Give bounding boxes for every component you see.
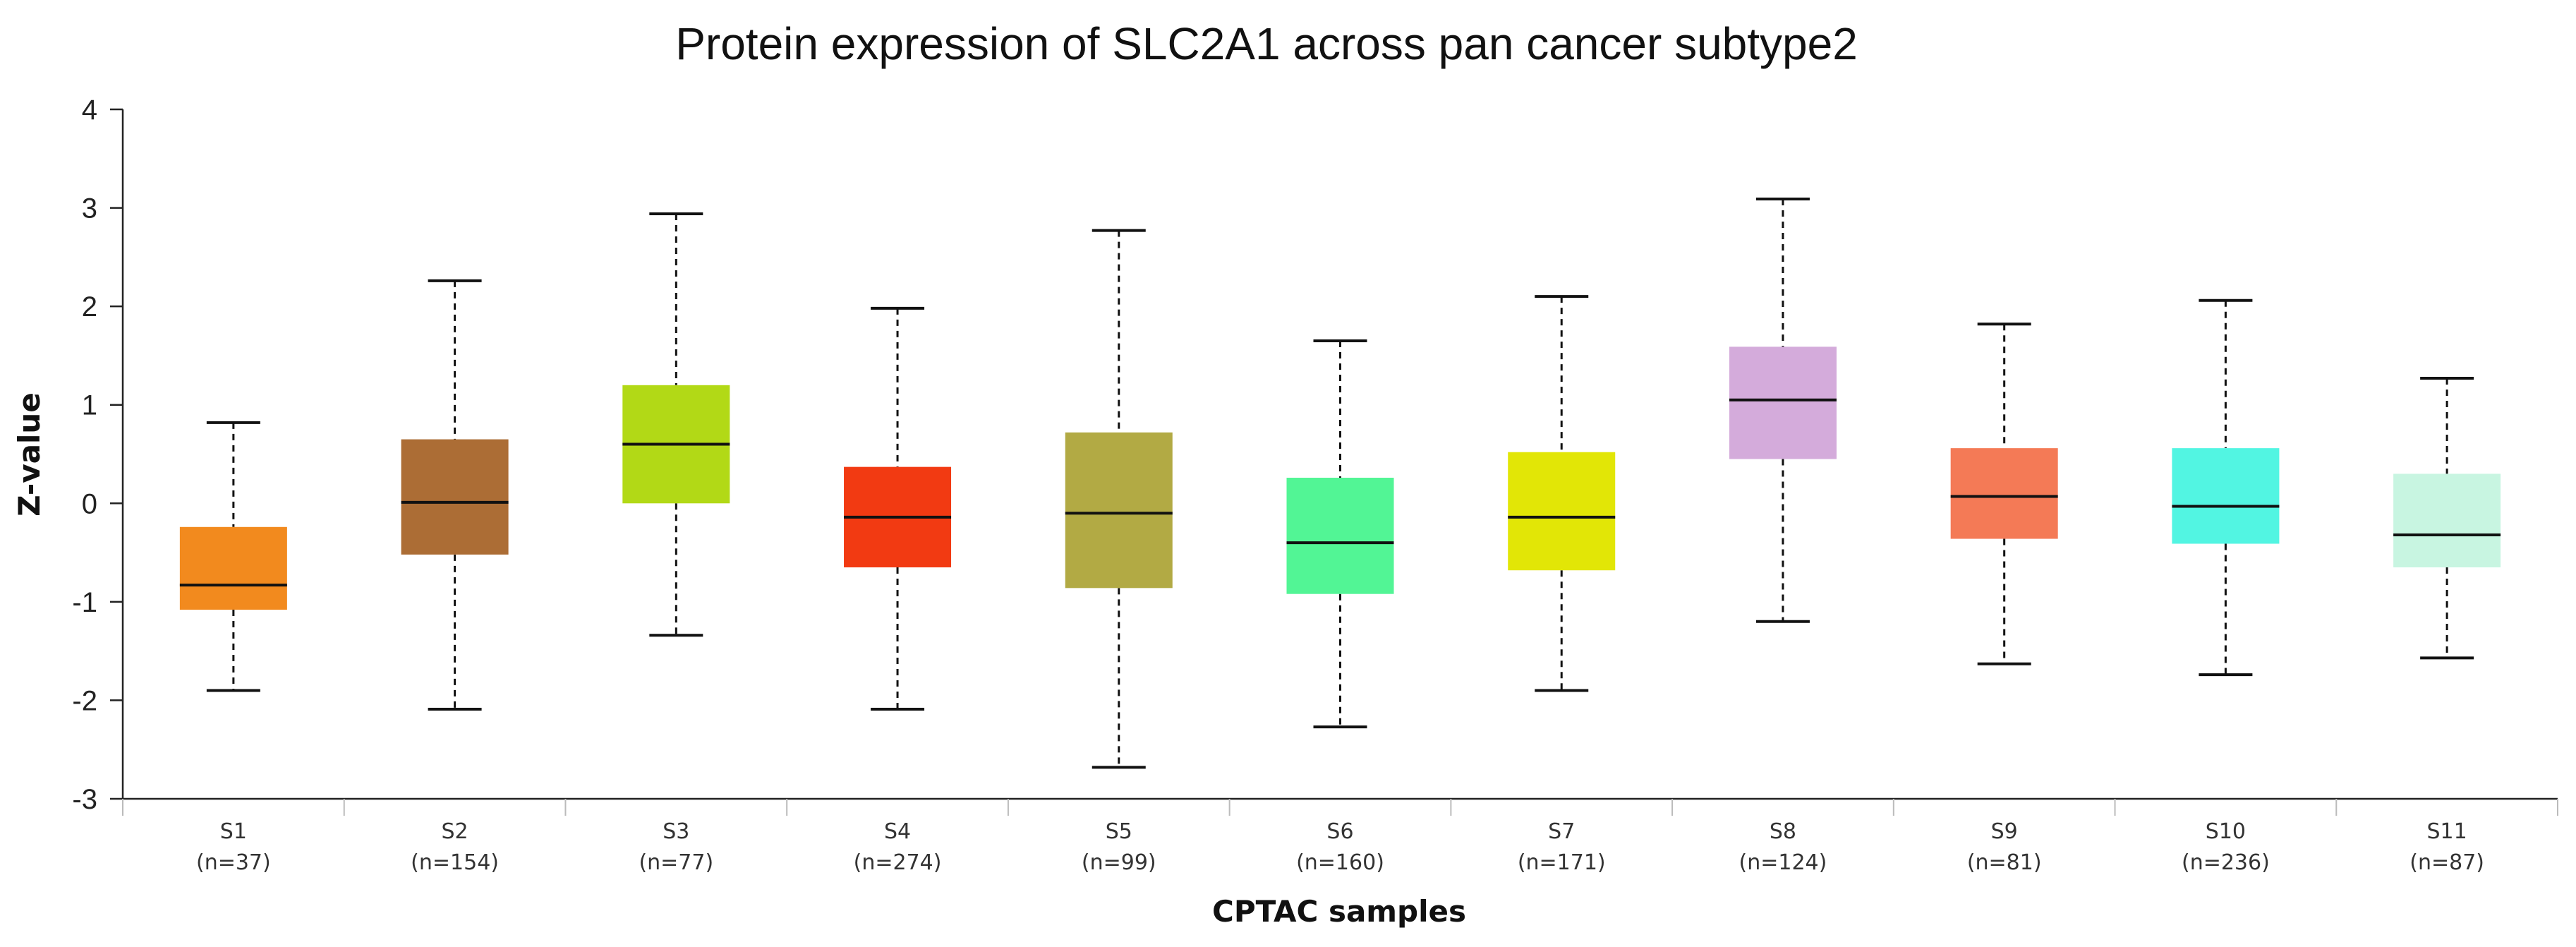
sample-count-label: (n=160) (1296, 850, 1384, 875)
y-axis-label: Z-value (12, 392, 47, 517)
iqr-box (1508, 452, 1616, 571)
category-label: S6 (1326, 819, 1353, 844)
sample-count-label: (n=87) (2409, 850, 2484, 875)
iqr-box (2172, 448, 2280, 544)
box-S10 (2172, 298, 2280, 677)
y-tick-label: 2 (82, 291, 97, 322)
iqr-box (1950, 448, 2058, 539)
x-axis-label: CPTAC samples (1212, 894, 1466, 929)
category-label: S7 (1548, 819, 1575, 844)
y-axis: 4 3 2 1 0 -1 -2 -3 (72, 95, 124, 815)
box-S9 (1950, 322, 2058, 665)
sample-count-label: (n=37) (196, 850, 271, 875)
box-S3 (622, 212, 730, 637)
y-tick-label: 4 (82, 95, 97, 126)
iqr-box (1286, 477, 1394, 594)
y-tick-label: -3 (72, 784, 97, 815)
sample-count-label: (n=171) (1518, 850, 1606, 875)
sample-count-label: (n=99) (1082, 850, 1156, 875)
box-S11 (2393, 377, 2501, 660)
sample-count-label: (n=274) (854, 850, 942, 875)
y-tick-label: 0 (82, 488, 97, 519)
box-S1 (179, 421, 287, 692)
box-S2 (401, 279, 509, 711)
category-label: S8 (1770, 819, 1796, 844)
sample-count-label: (n=81) (1967, 850, 2042, 875)
y-tick-label: 1 (82, 390, 97, 421)
category-label: S9 (1991, 819, 2018, 844)
category-label: S3 (663, 819, 689, 844)
category-label: S4 (884, 819, 911, 844)
iqr-box (401, 439, 509, 555)
plot-area (179, 198, 2501, 769)
chart-title: Protein expression of SLC2A1 across pan … (675, 18, 1858, 69)
sample-count-label: (n=154) (411, 850, 499, 875)
category-label: S1 (220, 819, 247, 844)
category-label: S11 (2427, 819, 2467, 844)
iqr-box (1065, 432, 1173, 589)
x-axis: S1 (n=37) S2 (n=154) S3 (n=77) S4 (n=274) S5 (n=9… (122, 797, 2558, 875)
y-tick-label: -2 (72, 685, 97, 716)
sample-count-label: (n=236) (2182, 850, 2270, 875)
box-S5 (1065, 229, 1173, 769)
box-S8 (1729, 198, 1837, 623)
category-label: S5 (1106, 819, 1132, 844)
iqr-box (1729, 346, 1837, 459)
sample-count-label: (n=124) (1739, 850, 1827, 875)
iqr-box (179, 526, 287, 610)
category-label: S10 (2206, 819, 2246, 844)
box-S6 (1286, 339, 1394, 729)
y-tick-label: -1 (72, 587, 97, 618)
sample-count-label: (n=77) (639, 850, 713, 875)
box-S4 (844, 306, 952, 711)
box-S7 (1508, 295, 1616, 692)
iqr-box (2393, 474, 2501, 568)
category-label: S2 (442, 819, 468, 844)
y-tick-label: 3 (82, 193, 97, 224)
